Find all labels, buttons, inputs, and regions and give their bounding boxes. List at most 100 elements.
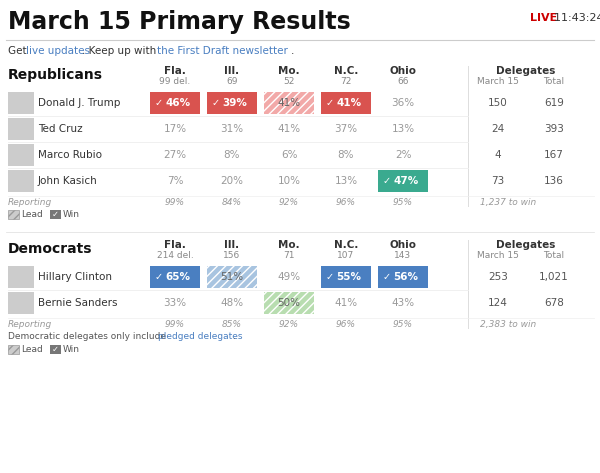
Text: ✓: ✓ xyxy=(52,210,59,219)
Text: 156: 156 xyxy=(223,251,241,260)
Text: 41%: 41% xyxy=(337,98,362,108)
Text: 95%: 95% xyxy=(393,320,413,329)
Text: Total: Total xyxy=(544,77,565,86)
Text: 73: 73 xyxy=(491,176,505,186)
Text: 1,021: 1,021 xyxy=(539,272,569,282)
Text: ✓: ✓ xyxy=(383,272,391,282)
Text: Get: Get xyxy=(8,46,30,56)
Text: Lead: Lead xyxy=(21,345,43,354)
Text: March 15 Primary Results: March 15 Primary Results xyxy=(8,10,351,34)
Text: Democrats: Democrats xyxy=(8,242,92,256)
FancyBboxPatch shape xyxy=(8,292,34,314)
Text: 107: 107 xyxy=(337,251,355,260)
Text: .: . xyxy=(291,46,295,56)
FancyBboxPatch shape xyxy=(264,292,314,314)
Text: ✓: ✓ xyxy=(155,98,163,108)
Text: 214 del.: 214 del. xyxy=(157,251,193,260)
Text: 8%: 8% xyxy=(224,150,240,160)
Text: 167: 167 xyxy=(544,150,564,160)
Text: ✓: ✓ xyxy=(212,98,220,108)
Text: 20%: 20% xyxy=(221,176,244,186)
Text: Total: Total xyxy=(544,251,565,260)
Text: ✓: ✓ xyxy=(326,98,334,108)
Text: Ill.: Ill. xyxy=(224,66,239,76)
Text: Republicans: Republicans xyxy=(8,68,103,82)
Text: Mo.: Mo. xyxy=(278,66,300,76)
Text: 71: 71 xyxy=(283,251,295,260)
Text: 65%: 65% xyxy=(166,272,191,282)
Text: 36%: 36% xyxy=(391,98,415,108)
Text: ✓: ✓ xyxy=(383,176,391,186)
Text: 84%: 84% xyxy=(222,198,242,207)
Text: LIVE: LIVE xyxy=(530,13,557,23)
Text: Ted Cruz: Ted Cruz xyxy=(38,124,83,134)
Text: Delegates: Delegates xyxy=(496,240,556,250)
Text: 136: 136 xyxy=(544,176,564,186)
Text: Bernie Sanders: Bernie Sanders xyxy=(38,298,118,308)
Text: 48%: 48% xyxy=(220,298,244,308)
Text: 66: 66 xyxy=(397,77,409,86)
Text: 13%: 13% xyxy=(334,176,358,186)
Text: 99%: 99% xyxy=(165,198,185,207)
Text: 47%: 47% xyxy=(394,176,419,186)
Text: 39%: 39% xyxy=(223,98,247,108)
Text: 99 del.: 99 del. xyxy=(160,77,191,86)
Text: . Keep up with: . Keep up with xyxy=(82,46,160,56)
Text: 2%: 2% xyxy=(395,150,411,160)
FancyBboxPatch shape xyxy=(8,210,19,219)
Text: 24: 24 xyxy=(491,124,505,134)
Text: Win: Win xyxy=(63,345,80,354)
Text: Ill.: Ill. xyxy=(224,240,239,250)
FancyBboxPatch shape xyxy=(378,266,428,288)
Text: Delegates: Delegates xyxy=(496,66,556,76)
Text: N.C.: N.C. xyxy=(334,240,358,250)
Text: Marco Rubio: Marco Rubio xyxy=(38,150,102,160)
Text: Ohio: Ohio xyxy=(389,240,416,250)
Text: Reporting: Reporting xyxy=(8,198,52,207)
Text: 124: 124 xyxy=(488,298,508,308)
FancyBboxPatch shape xyxy=(8,92,34,114)
Text: N.C.: N.C. xyxy=(334,66,358,76)
Text: 17%: 17% xyxy=(163,124,187,134)
Text: 43%: 43% xyxy=(391,298,415,308)
Text: Lead: Lead xyxy=(21,210,43,219)
Text: ✓: ✓ xyxy=(155,272,163,282)
FancyBboxPatch shape xyxy=(207,92,257,114)
Text: the First Draft newsletter: the First Draft newsletter xyxy=(157,46,288,56)
Text: Mo.: Mo. xyxy=(278,240,300,250)
Text: 55%: 55% xyxy=(337,272,361,282)
Text: 51%: 51% xyxy=(220,272,244,282)
Text: Donald J. Trump: Donald J. Trump xyxy=(38,98,121,108)
Text: March 15: March 15 xyxy=(477,77,519,86)
Text: 41%: 41% xyxy=(334,298,358,308)
Text: 33%: 33% xyxy=(163,298,187,308)
Text: 393: 393 xyxy=(544,124,564,134)
Text: 37%: 37% xyxy=(334,124,358,134)
Text: ✓: ✓ xyxy=(52,345,59,354)
Text: 27%: 27% xyxy=(163,150,187,160)
Text: 253: 253 xyxy=(488,272,508,282)
Text: 13%: 13% xyxy=(391,124,415,134)
Text: 52: 52 xyxy=(283,77,295,86)
Text: 678: 678 xyxy=(544,298,564,308)
Text: pledged delegates: pledged delegates xyxy=(158,332,242,341)
FancyBboxPatch shape xyxy=(50,210,61,219)
FancyBboxPatch shape xyxy=(8,266,34,288)
Text: 56%: 56% xyxy=(394,272,419,282)
Text: Hillary Clinton: Hillary Clinton xyxy=(38,272,112,282)
FancyBboxPatch shape xyxy=(378,170,428,192)
Text: 92%: 92% xyxy=(279,320,299,329)
Text: 7%: 7% xyxy=(167,176,183,186)
Text: 11:43:24 PM ET: 11:43:24 PM ET xyxy=(554,13,600,23)
Text: Democratic delegates only include: Democratic delegates only include xyxy=(8,332,169,341)
Text: 46%: 46% xyxy=(166,98,191,108)
Text: ✓: ✓ xyxy=(326,272,334,282)
Text: 72: 72 xyxy=(340,77,352,86)
Text: 95%: 95% xyxy=(393,198,413,207)
Text: 96%: 96% xyxy=(336,320,356,329)
Text: 96%: 96% xyxy=(336,198,356,207)
Text: 2,383 to win: 2,383 to win xyxy=(480,320,536,329)
Text: 619: 619 xyxy=(544,98,564,108)
FancyBboxPatch shape xyxy=(8,118,34,140)
Text: 41%: 41% xyxy=(277,124,301,134)
